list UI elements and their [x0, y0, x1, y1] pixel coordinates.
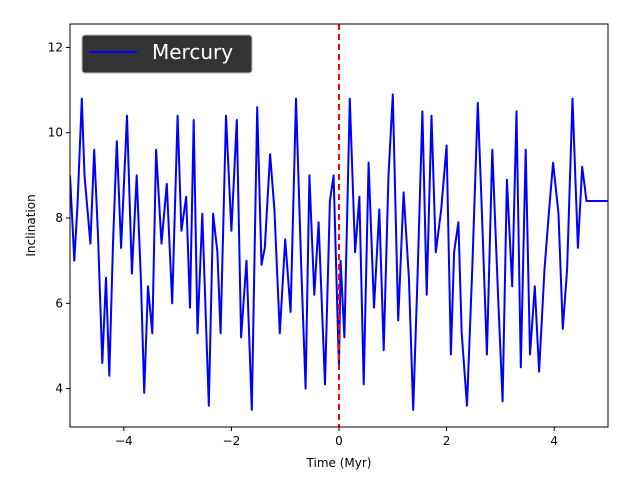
legend-label-mercury: Mercury — [152, 40, 233, 64]
y-tick-label: 12 — [48, 40, 63, 54]
x-axis-label: Time (Myr) — [306, 456, 372, 470]
x-axis: −4 −2 0 2 4 — [115, 427, 558, 448]
plot-area — [70, 24, 608, 427]
x-tick-label: 4 — [550, 434, 558, 448]
x-tick-label: −2 — [223, 434, 241, 448]
y-tick-label: 6 — [55, 296, 63, 310]
y-tick-label: 4 — [55, 382, 63, 396]
y-tick-label: 10 — [48, 126, 63, 140]
x-tick-label: 0 — [335, 434, 343, 448]
y-axis: 4 6 8 10 12 — [48, 40, 70, 396]
series-line-mercury — [70, 93, 608, 411]
y-tick-label: 8 — [55, 211, 63, 225]
legend-box — [81, 34, 253, 74]
x-tick-label: 2 — [443, 434, 451, 448]
y-axis-label: Inclination — [24, 194, 38, 256]
legend: Mercury — [81, 34, 253, 74]
x-tick-label: −4 — [115, 434, 133, 448]
